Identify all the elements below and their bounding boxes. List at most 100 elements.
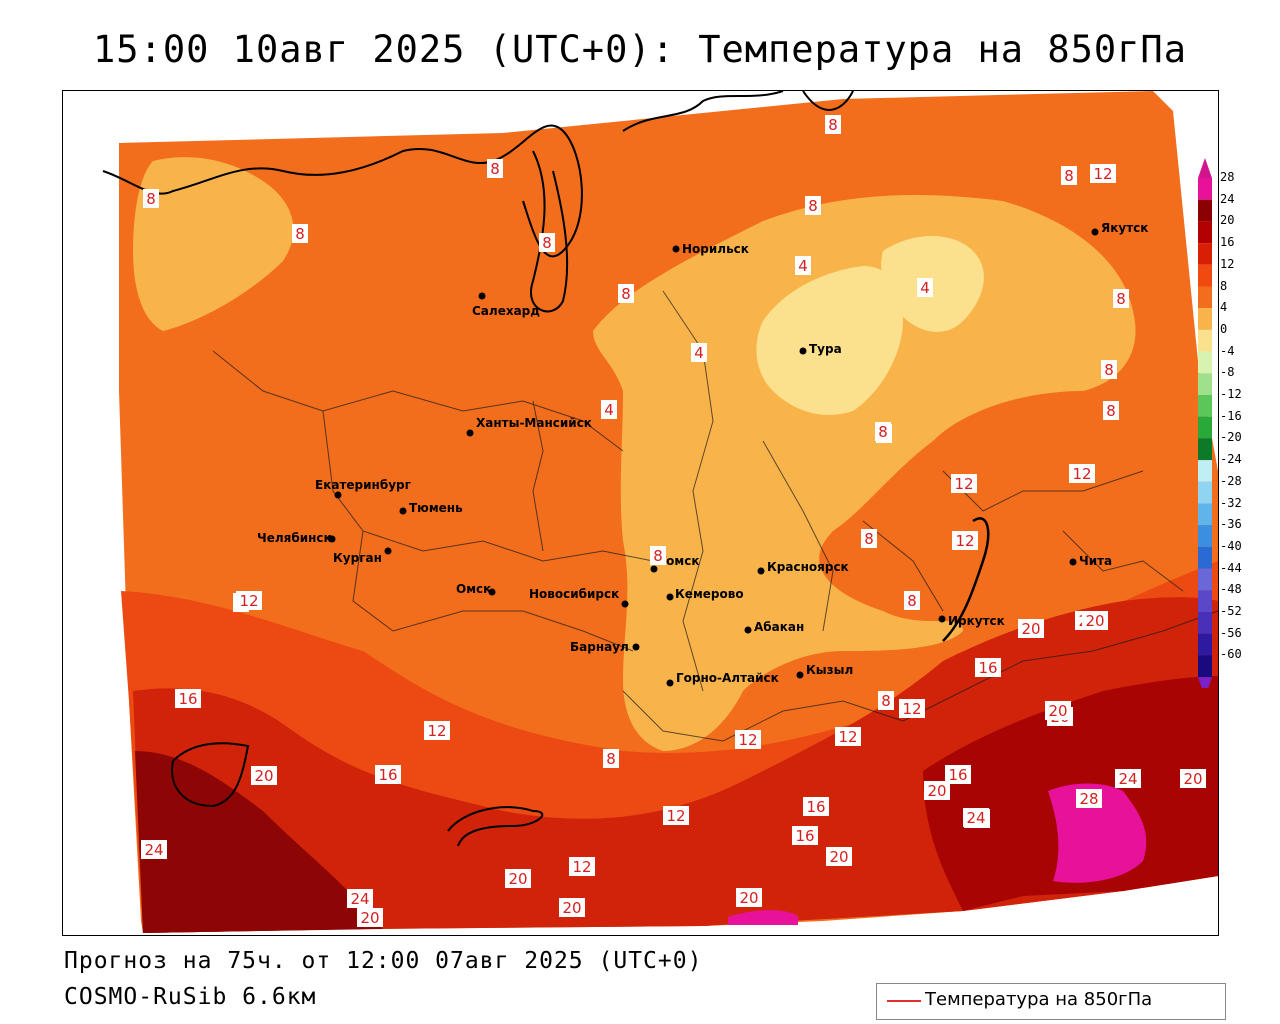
- colorbar-swatch: [1198, 373, 1212, 395]
- city-dot-barnaul: [632, 643, 640, 651]
- cool-zone-4-central: [593, 195, 1136, 752]
- contour-label-value: 20: [739, 889, 758, 907]
- contour-label-value: 24: [1118, 770, 1137, 788]
- colorbar-tick-label: 8: [1220, 278, 1228, 293]
- admin-borders: [212, 290, 1218, 742]
- colorbar-swatch: [1198, 460, 1212, 482]
- contour-label: 20: [1180, 769, 1206, 788]
- contour-label-box: [826, 847, 852, 866]
- contour-label-box: [143, 189, 159, 208]
- contour-label: 12: [835, 727, 861, 746]
- city-label-tyumen: Тюмень: [409, 501, 463, 515]
- contour-label-value: 20: [508, 870, 527, 888]
- contour-label-box: [292, 224, 308, 243]
- contour-label-value: 12: [1072, 465, 1091, 483]
- city-dot-tura: [799, 347, 807, 355]
- contour-label: 20: [924, 781, 950, 800]
- contour-label: 8: [904, 591, 920, 610]
- colorbar-tick-label: 20: [1220, 213, 1235, 228]
- city-label-krasnoyarsk: Красноярск: [767, 560, 849, 574]
- colorbar-swatch: [1198, 546, 1212, 569]
- contour-label-box: [650, 546, 666, 565]
- contour-label-box: [505, 869, 531, 888]
- contour-label-value: 16: [806, 798, 825, 816]
- contour-label-box: [375, 765, 401, 784]
- contour-label: 12: [424, 721, 450, 740]
- colorbar-swatch: [1198, 612, 1212, 634]
- colorbar-tick-label: -40: [1220, 538, 1242, 553]
- contour-label-box: [251, 766, 277, 785]
- contour-label-box: [569, 857, 595, 876]
- city-dot-yakutsk: [1091, 228, 1099, 236]
- contour-label-box: [805, 196, 821, 215]
- contour-label: 8: [539, 233, 555, 252]
- contour-label-box: [736, 888, 762, 907]
- contour-label-box: [1180, 769, 1206, 788]
- city-label-kemerovo: Кемерово: [675, 587, 744, 601]
- city-dot-kyzyl: [796, 671, 804, 679]
- city-dot-gorno-altaysk: [666, 679, 674, 687]
- colorbar-tick-label: -24: [1220, 452, 1242, 467]
- contour-label: 12: [735, 730, 761, 749]
- city-dot-krasnoyarsk: [757, 567, 765, 575]
- contour-label-value: 8: [881, 692, 891, 710]
- contour-label: 20: [251, 766, 277, 785]
- colorbar-swatch: [1198, 590, 1212, 612]
- contour-label: 24: [963, 808, 989, 827]
- contour-label-value: 8: [621, 285, 631, 303]
- contour-label-value: 12: [572, 858, 591, 876]
- contour-label-box: [1101, 360, 1117, 379]
- city-label-gorno-altaysk: Горно-Алтайск: [676, 671, 779, 685]
- contour-label: 16: [175, 689, 201, 708]
- contour-label: 24: [347, 889, 373, 908]
- colorbar-swatch: [1198, 264, 1212, 287]
- city-label-tomsk: Томск: [658, 554, 700, 568]
- contour-label-box: [1045, 701, 1071, 720]
- warm-band-24: [135, 751, 383, 933]
- city-dot-irkutsk: [938, 615, 946, 623]
- contour-label: 8: [1061, 166, 1077, 185]
- contour-label-value: 20: [829, 848, 848, 866]
- city-label-tura: Тура: [809, 342, 842, 356]
- contour-label: 8: [825, 115, 841, 134]
- contour-label-box: [945, 765, 971, 784]
- contour-label: 20: [826, 847, 852, 866]
- contour-labels: 8888888128448844888812128128812202016161…: [141, 115, 1206, 927]
- contour-label-value: 16: [378, 766, 397, 784]
- city-dot-kurgan: [384, 547, 392, 555]
- contour-label: 20: [1082, 611, 1108, 630]
- colorbar-tick-label: 24: [1220, 191, 1235, 206]
- contour-label: 4: [601, 400, 617, 419]
- contour-label-box: [424, 721, 450, 740]
- contour-label: 16: [975, 658, 1001, 677]
- contour-label: 4: [691, 343, 707, 362]
- contour-label: 8: [878, 691, 894, 710]
- temperature-map[interactable]: Норильск Салехард Якутск Тура Ханты-Манс…: [62, 90, 1219, 936]
- contour-label: 4: [795, 256, 811, 275]
- contour-label-box: [1018, 619, 1044, 638]
- contour-label-box: [803, 797, 829, 816]
- coastline-yamal: [530, 150, 569, 313]
- contour-label-value: 12: [1093, 165, 1112, 183]
- caspian-sea: [171, 742, 250, 808]
- contour-label: 28: [1076, 789, 1102, 808]
- contour-label-value: 4: [604, 401, 614, 419]
- contour-label-box: [539, 233, 555, 252]
- contour-label: 20: [736, 888, 762, 907]
- city-label-chelyabinsk: Челябинск: [257, 531, 332, 545]
- contour-label-value: 20: [1048, 702, 1067, 720]
- city-dot-kemerovo: [666, 593, 674, 601]
- contour-label-value: 8: [542, 234, 552, 252]
- contour-label-box: [601, 400, 617, 419]
- contour-label: 16: [803, 797, 829, 816]
- contour-label-box: [663, 806, 689, 825]
- contour-label-value: 8: [907, 592, 917, 610]
- contour-label-box: [618, 284, 634, 303]
- cool-zone-4-north: [133, 157, 294, 331]
- colorbar-swatch: [1198, 503, 1212, 526]
- colorbar-swatch: [1198, 395, 1212, 417]
- colorbar-tick-label: -52: [1220, 604, 1242, 618]
- contour-label-box: [963, 808, 989, 827]
- contour-label: 8: [487, 159, 503, 178]
- contour-label: 4: [917, 278, 933, 297]
